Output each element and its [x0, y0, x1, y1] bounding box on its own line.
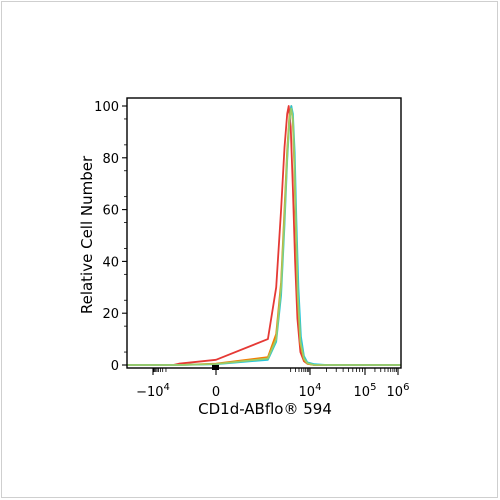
y-tick-label: 20: [102, 307, 119, 322]
series-line-2: [127, 105, 401, 366]
plot-frame: [126, 97, 402, 369]
x-tick-label: 105: [354, 382, 377, 400]
y-tick-label: 80: [102, 152, 119, 167]
x-axis: −104 0 104 105 106: [136, 368, 409, 400]
series-line-3: [127, 105, 401, 366]
series-line-1: [127, 105, 401, 366]
y-tick-label: 0: [111, 359, 119, 374]
x-tick-label: 0: [212, 385, 220, 400]
x-tick-label: 106: [387, 382, 410, 400]
y-tick-label: 40: [102, 255, 119, 270]
x-tick-label: 104: [299, 382, 322, 400]
y-axis: 0 20 40 60 80 100: [94, 100, 127, 374]
x-tick-label: −104: [136, 382, 170, 400]
y-axis-title: Relative Cell Number: [78, 155, 96, 314]
axes-layer: [126, 97, 402, 369]
y-tick-label: 60: [102, 204, 119, 219]
x-axis-title: CD1d-ABflo® 594: [198, 400, 332, 418]
series-layer: [127, 105, 401, 370]
series-line-4: [127, 107, 401, 366]
y-tick-label: 100: [94, 100, 119, 115]
